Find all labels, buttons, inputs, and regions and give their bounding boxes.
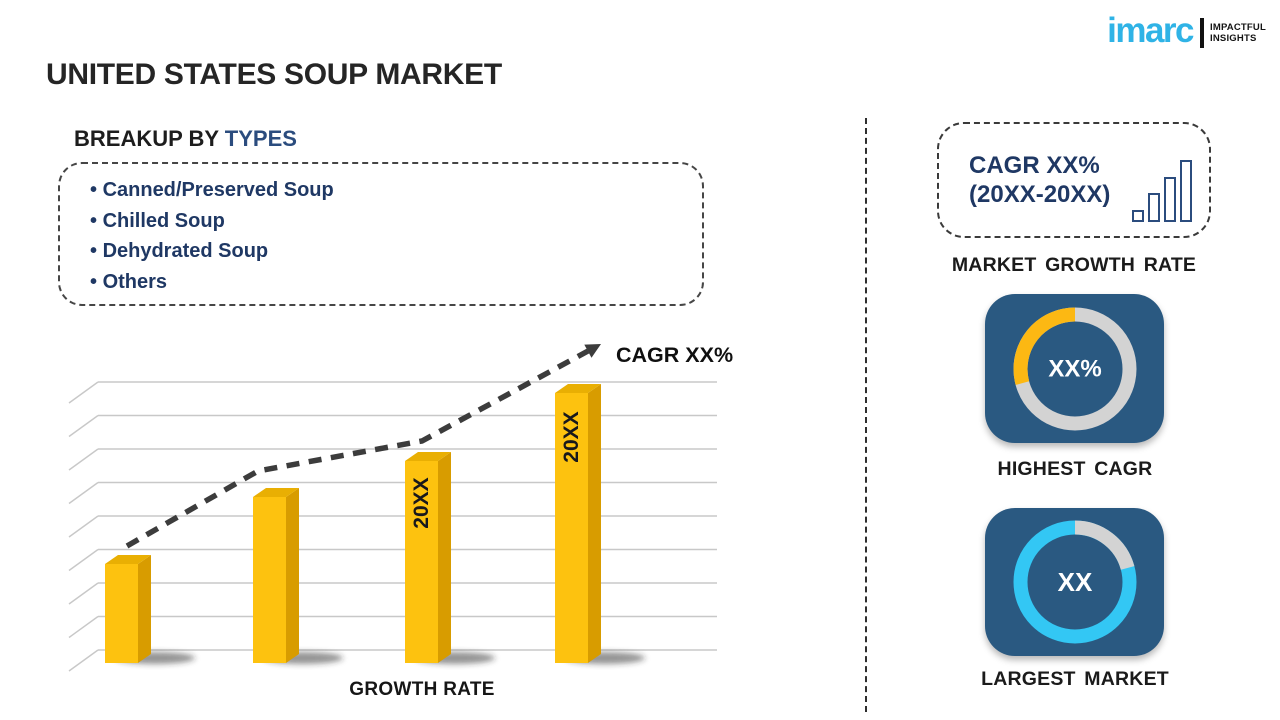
cagr-badge-text: CAGR XX% (20XX-20XX) (939, 151, 1132, 209)
list-item-chilled: Chilled Soup (90, 206, 702, 237)
breakup-heading-highlight: TYPES (224, 126, 297, 151)
largest-market-donut: XX (1013, 520, 1136, 644)
bar-label: 20XX (410, 477, 433, 528)
highest-cagr-donut: XX% (1013, 307, 1136, 430)
bar-2 (253, 488, 299, 663)
growth-bars-icon (1132, 160, 1192, 236)
bar-4: 20XX (555, 384, 601, 663)
largest-market-label: LARGEST MARKET (981, 668, 1169, 690)
highest-cagr-label: HIGHEST CAGR (997, 458, 1153, 480)
bar-1 (105, 555, 151, 663)
trend-line (125, 348, 590, 549)
bar-label: 20XX (560, 411, 583, 462)
highest-cagr-value: XX% (1048, 355, 1101, 382)
list-item-canned: Canned/Preserved Soup (90, 175, 702, 206)
bar-3: 20XX (405, 452, 451, 663)
cagr-badge-line2: (20XX-20XX) (969, 181, 1111, 208)
trend-arrow (584, 344, 601, 358)
x-axis-label: GROWTH RATE (349, 679, 495, 700)
market-growth-rate-label: MARKET GROWTH RATE (951, 254, 1197, 276)
page-title: UNITED STATES SOUP MARKET (46, 58, 502, 91)
cagr-trend-label: CAGR XX% (616, 343, 733, 367)
list-item-dehydrated: Dehydrated Soup (90, 236, 702, 267)
largest-market-card: XX (985, 508, 1164, 656)
cagr-badge: CAGR XX% (20XX-20XX) (937, 122, 1211, 238)
logo-tagline-line2: INSIGHTS (1210, 33, 1257, 44)
section-divider (865, 118, 867, 712)
imarc-logo: imarc IMPACTFUL INSIGHTS (1107, 11, 1266, 50)
brand-text: imarc (1107, 11, 1194, 50)
logo-divider (1200, 18, 1205, 48)
largest-market-value: XX (1057, 567, 1092, 597)
list-item-others: Others (90, 267, 702, 298)
logo-tagline: IMPACTFUL INSIGHTS (1210, 22, 1266, 44)
breakup-heading: BREAKUP BY TYPES (74, 126, 297, 152)
cagr-badge-line1: CAGR XX% (969, 152, 1100, 179)
breakup-heading-prefix: BREAKUP BY (74, 126, 225, 151)
types-list: Canned/Preserved Soup Chilled Soup Dehyd… (60, 164, 702, 297)
chart-gridlines (68, 381, 717, 672)
logo-tagline-line1: IMPACTFUL (1210, 22, 1266, 33)
types-box: Canned/Preserved Soup Chilled Soup Dehyd… (58, 162, 704, 306)
highest-cagr-card: XX% (985, 294, 1164, 443)
bar-chart: 20XX 20XX CAGR XX% (68, 343, 733, 672)
